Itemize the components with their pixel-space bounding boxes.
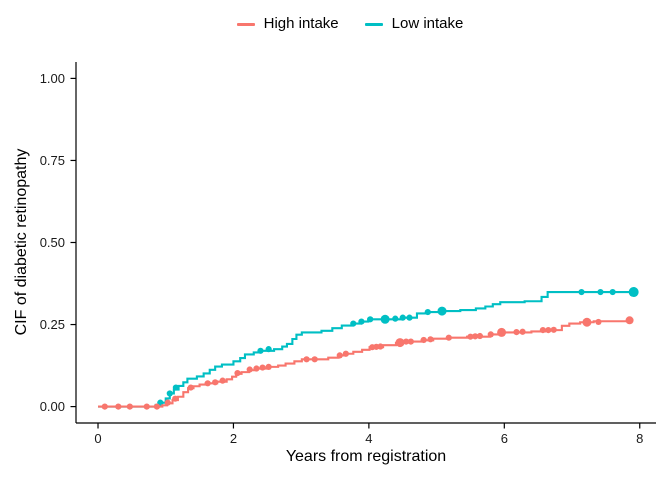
censor-mark — [628, 287, 639, 298]
x-tick-label: 4 — [365, 431, 372, 446]
censor-mark — [311, 356, 318, 363]
legend-key-line-low-intake-icon — [364, 22, 383, 26]
censor-mark — [172, 395, 179, 402]
censor-mark — [582, 317, 592, 327]
censor-mark — [407, 338, 414, 345]
censor-mark — [265, 363, 272, 370]
censor-mark — [246, 366, 253, 373]
censor-mark — [303, 356, 310, 363]
censor-mark — [265, 346, 272, 353]
censor-mark — [212, 379, 219, 386]
censor-mark — [253, 365, 260, 372]
censor-mark — [472, 333, 479, 340]
censor-mark — [467, 333, 474, 340]
series-line-low-intake — [98, 291, 634, 408]
censor-mark — [164, 399, 171, 406]
censor-mark — [367, 316, 374, 323]
x-tick-label: 6 — [501, 431, 508, 446]
censor-mark — [126, 403, 133, 410]
censor-mark — [609, 288, 616, 296]
censor-mark — [597, 288, 604, 296]
censor-mark — [427, 336, 434, 343]
censor-mark — [424, 308, 431, 316]
series-layer — [98, 287, 639, 410]
censor-mark — [153, 403, 161, 410]
y-axis-title: CIF of diabetic retinopathy — [13, 148, 30, 336]
censor-mark — [513, 328, 520, 336]
censor-mark — [578, 288, 585, 296]
x-tick-label: 2 — [230, 431, 237, 446]
censor-mark — [487, 331, 494, 338]
censor-mark — [336, 352, 343, 359]
censor-mark — [259, 364, 266, 371]
censor-mark — [219, 377, 226, 384]
y-tick-label: 0.25 — [40, 317, 65, 332]
y-tick-label: 0.75 — [40, 153, 65, 168]
censor-mark — [392, 315, 399, 322]
censor-mark — [420, 336, 427, 344]
censor-mark — [395, 338, 405, 348]
censor-mark — [115, 403, 122, 410]
censor-mark — [476, 332, 484, 340]
censor-mark — [380, 314, 390, 324]
censor-mark — [172, 384, 179, 391]
censor-mark — [187, 384, 194, 391]
censor-mark — [204, 380, 211, 387]
censor-mark — [143, 403, 150, 410]
censor-mark — [257, 347, 264, 354]
censor-mark — [350, 320, 357, 327]
series-line-high-intake — [98, 320, 631, 408]
censor-mark — [519, 328, 526, 335]
censor-mark — [445, 334, 452, 341]
legend-item-low-intake: Low intake — [364, 14, 464, 34]
legend-item-high-intake: High intake — [236, 14, 339, 34]
legend-key-line-high-intake-icon — [236, 22, 255, 26]
censor-mark — [595, 318, 602, 326]
censor-mark — [625, 316, 634, 325]
censor-mark — [437, 306, 447, 316]
y-tick-label: 0.00 — [40, 399, 65, 414]
censor-mark — [399, 314, 406, 321]
censor-mark — [497, 327, 507, 337]
x-axis-title: Years from registration — [285, 448, 447, 465]
censor-mark — [539, 327, 547, 334]
censor-mark — [358, 318, 365, 325]
axis-tick-marks — [70, 77, 641, 429]
censor-mark — [377, 343, 384, 350]
y-tick-label: 1.00 — [40, 71, 65, 86]
censor-mark — [234, 370, 241, 377]
legend: High intake Low intake — [0, 14, 672, 34]
censor-mark — [545, 327, 552, 334]
censor-mark — [101, 403, 108, 410]
y-tick-label: 0.50 — [40, 235, 65, 250]
censor-mark — [403, 338, 410, 345]
censor-mark — [166, 390, 173, 397]
x-tick-label: 8 — [636, 431, 643, 446]
legend-label-low-intake: Low intake — [391, 15, 464, 32]
censor-mark — [550, 326, 557, 333]
censor-mark — [406, 314, 413, 321]
legend-label-high-intake: High intake — [263, 15, 339, 32]
censor-mark — [342, 350, 349, 357]
x-tick-label: 0 — [94, 431, 101, 446]
